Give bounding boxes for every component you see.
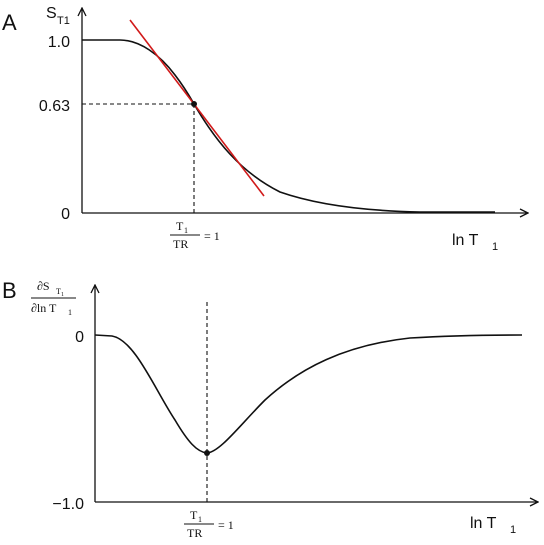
panel-b-derivative-curve bbox=[94, 334, 523, 454]
panel-a-tick-mid: 0.63 bbox=[39, 98, 70, 115]
panel-a-ratio-numerator: T bbox=[176, 219, 184, 233]
panel-a: A S T1 1.0 0.63 0 T 1 TR = 1 ln T 1 bbox=[2, 5, 528, 253]
panel-a-x-label: ln T bbox=[452, 232, 479, 249]
panel-b-y-label-denominator-subscript: 1 bbox=[68, 308, 72, 317]
panel-b-y-label: ∂S T 1 ∂ln T 1 bbox=[31, 279, 76, 317]
panel-b-ratio-equals: = 1 bbox=[218, 518, 234, 532]
panel-a-ratio-label: T 1 TR = 1 bbox=[170, 219, 220, 251]
panel-b-tick-top: 0 bbox=[75, 329, 84, 346]
panel-b-tick-bottom: −1.0 bbox=[52, 496, 84, 513]
panel-a-letter: A bbox=[2, 10, 17, 35]
panel-a-ratio-equals: = 1 bbox=[204, 229, 220, 243]
panel-b-ratio-numerator-subscript: 1 bbox=[198, 515, 202, 524]
panel-b-ratio-numerator: T bbox=[190, 508, 198, 522]
panel-a-tangent-line bbox=[129, 19, 265, 197]
panel-b-x-label: ln T bbox=[470, 515, 497, 532]
panel-b-y-label-numerator-subscript: T bbox=[56, 287, 61, 296]
panel-a-y-label-subscript: T1 bbox=[57, 15, 70, 27]
panel-b-ratio-denominator: TR bbox=[187, 526, 202, 540]
panel-b-y-label-denominator: ∂ln T bbox=[31, 301, 57, 315]
panel-a-tick-bottom: 0 bbox=[61, 206, 70, 223]
panel-b: B ∂S T 1 ∂ln T 1 0 −1.0 T 1 TR = 1 ln T … bbox=[2, 278, 538, 540]
panel-b-letter: B bbox=[2, 278, 17, 303]
panel-b-x-label-subscript: 1 bbox=[510, 524, 516, 536]
panel-a-tick-top: 1.0 bbox=[48, 34, 70, 51]
panel-a-signal-curve bbox=[82, 39, 495, 213]
panel-b-y-label-numerator-subsubscript: 1 bbox=[61, 292, 64, 298]
panel-b-minimum-point bbox=[204, 450, 210, 456]
panel-b-y-label-numerator: ∂S bbox=[37, 279, 50, 293]
panel-a-x-label-subscript: 1 bbox=[492, 241, 498, 253]
panel-a-marker-point bbox=[191, 101, 197, 107]
panel-b-ratio-label: T 1 TR = 1 bbox=[184, 508, 234, 540]
panel-a-ratio-numerator-subscript: 1 bbox=[184, 226, 188, 235]
panel-a-y-label: S bbox=[46, 5, 57, 22]
panel-a-ratio-denominator: TR bbox=[173, 237, 188, 251]
